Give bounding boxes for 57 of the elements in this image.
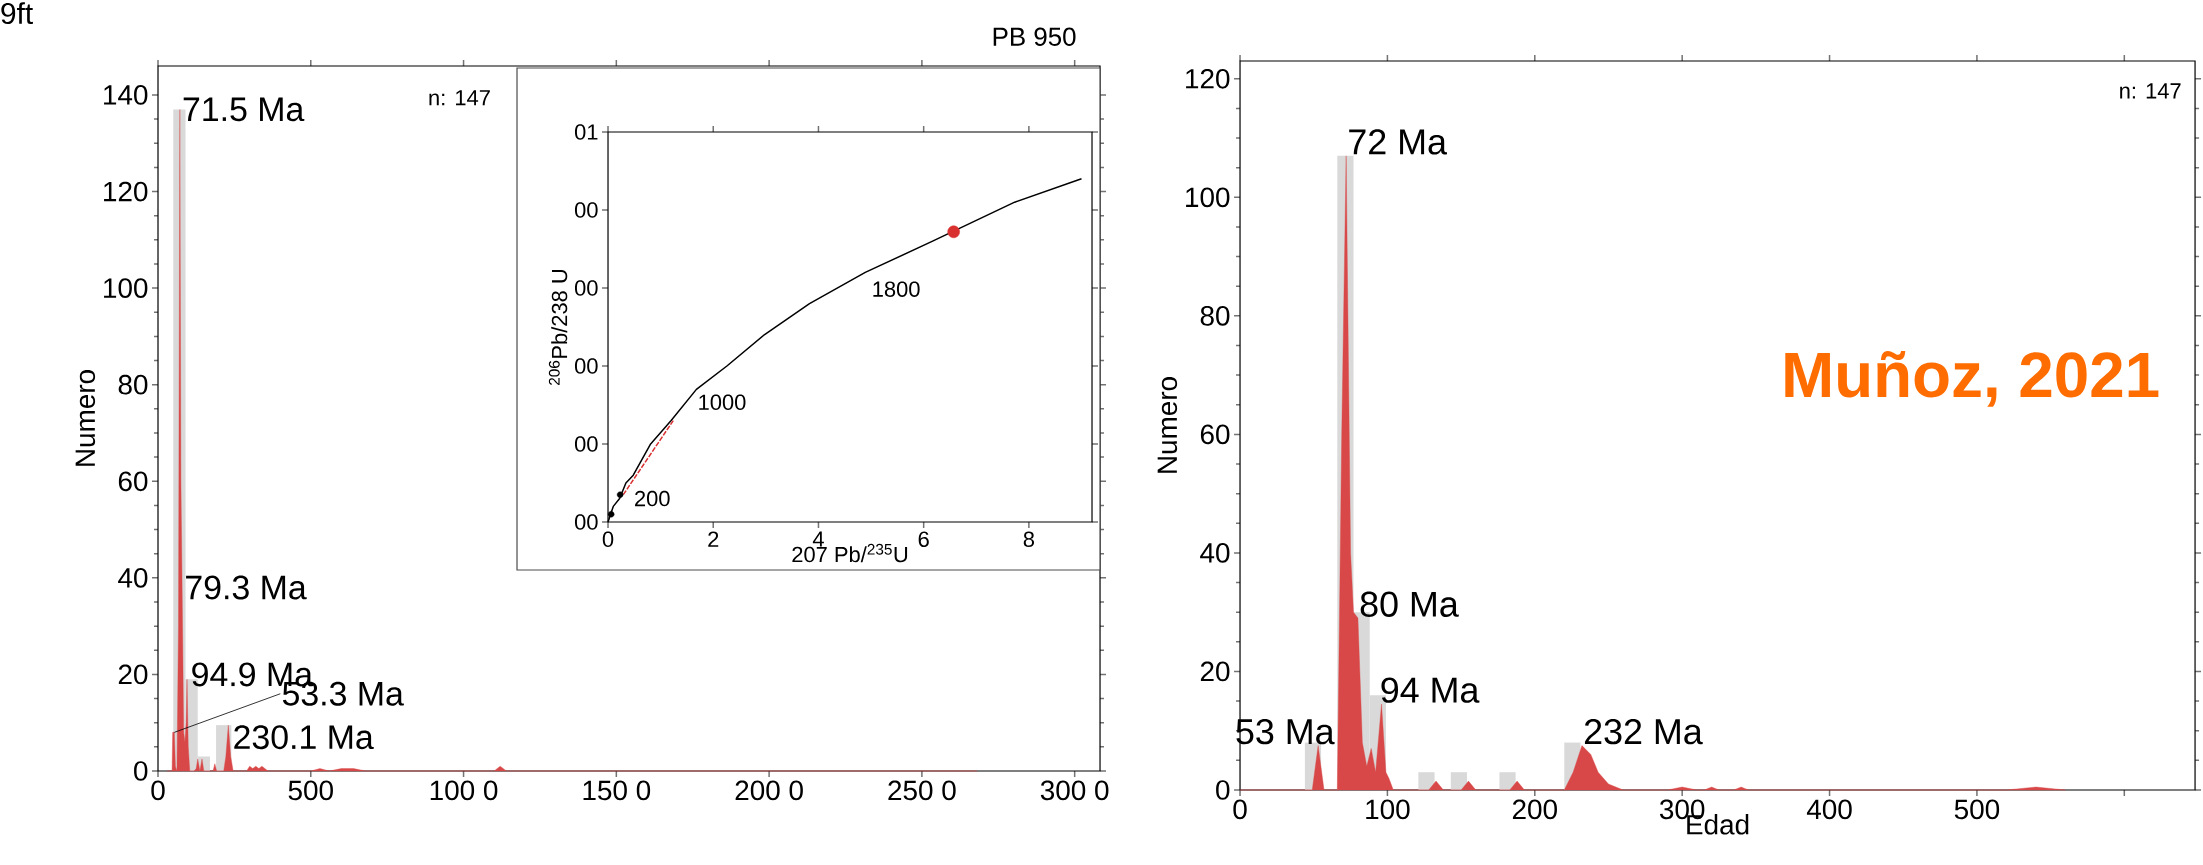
annotation: n: 147 bbox=[2120, 83, 2181, 99]
annotation: 94 Ma bbox=[1381, 677, 1480, 703]
y-tick-label: 120 bbox=[1186, 68, 1230, 89]
y-tick-label: 00 bbox=[574, 436, 598, 452]
x-tick-label: 150 0 bbox=[583, 780, 651, 801]
annotation: 71.5 Ma bbox=[183, 97, 305, 122]
annotation: 72 Ma bbox=[1349, 129, 1447, 155]
x-tick-label: 300 0 bbox=[1040, 780, 1109, 801]
y-tick-label: 60 bbox=[118, 471, 148, 492]
annotation: 230.1 Ma bbox=[234, 725, 374, 750]
annotation: 200 bbox=[635, 490, 670, 507]
y-tick-label: 100 bbox=[1186, 187, 1230, 208]
x-tick-label: 2 bbox=[708, 531, 719, 547]
annotation: n: 147 bbox=[429, 90, 490, 106]
x-tick-label: 250 0 bbox=[888, 780, 956, 801]
x-tick-label: 100 0 bbox=[430, 780, 498, 801]
x-tick-label: 200 bbox=[1512, 799, 1557, 820]
y-tick-label: 00 bbox=[574, 358, 598, 374]
y-axis-title: Numero bbox=[1157, 377, 1178, 473]
y-axis-title: Numero bbox=[75, 370, 96, 466]
y-tick-label: 00 bbox=[574, 280, 598, 296]
y-tick-label: 80 bbox=[1200, 305, 1230, 326]
x-tick-label: 500 bbox=[1954, 799, 2000, 820]
point bbox=[607, 510, 615, 518]
y-tick-label: 00 bbox=[574, 514, 598, 530]
y-tick-label: 140 bbox=[104, 85, 148, 105]
y-tick-label: 40 bbox=[118, 567, 148, 588]
annotation: 232 Ma bbox=[1584, 718, 1703, 745]
x-tick-label: 0 bbox=[151, 780, 165, 801]
y-tick-label: 100 bbox=[104, 278, 148, 298]
y-tick-label: 01 bbox=[574, 124, 598, 140]
annotation: 80 Ma bbox=[1360, 591, 1459, 617]
x-tick-label: 8 bbox=[1023, 531, 1035, 548]
x-tick-label: 0 bbox=[602, 531, 614, 548]
x-tick-label: 400 bbox=[1806, 799, 1852, 820]
x-tick-label: 500 bbox=[288, 780, 333, 801]
x-tick-label: 200 0 bbox=[735, 780, 803, 801]
text: 9ft bbox=[1, 2, 33, 25]
annotation: 1000 bbox=[699, 394, 746, 411]
y-tick-label: 60 bbox=[1200, 424, 1230, 445]
y-tick-label: 20 bbox=[118, 664, 148, 685]
x-tick-label: 6 bbox=[918, 531, 929, 548]
y-tick-label: 80 bbox=[118, 374, 148, 395]
point bbox=[947, 225, 960, 239]
annotation: Muñoz, 2021 bbox=[1785, 350, 2159, 407]
annotation: 1800 bbox=[873, 281, 920, 297]
x-tick-label: 100 bbox=[1366, 799, 1410, 820]
point bbox=[616, 491, 624, 498]
x-tick-label: 0 bbox=[1233, 799, 1247, 820]
y-tick-label: 00 bbox=[574, 202, 598, 218]
y-tick-label: 20 bbox=[1200, 661, 1230, 682]
chart-title: PB 950 bbox=[993, 27, 1076, 46]
y-tick-label: 40 bbox=[1200, 543, 1230, 563]
y-tick-label: 120 bbox=[104, 181, 148, 202]
annotation: 79.3 Ma bbox=[186, 575, 307, 600]
y-axis-title: $^{206}$Pb/238 U bbox=[548, 269, 568, 385]
y-tick-label: 0 bbox=[134, 761, 148, 781]
